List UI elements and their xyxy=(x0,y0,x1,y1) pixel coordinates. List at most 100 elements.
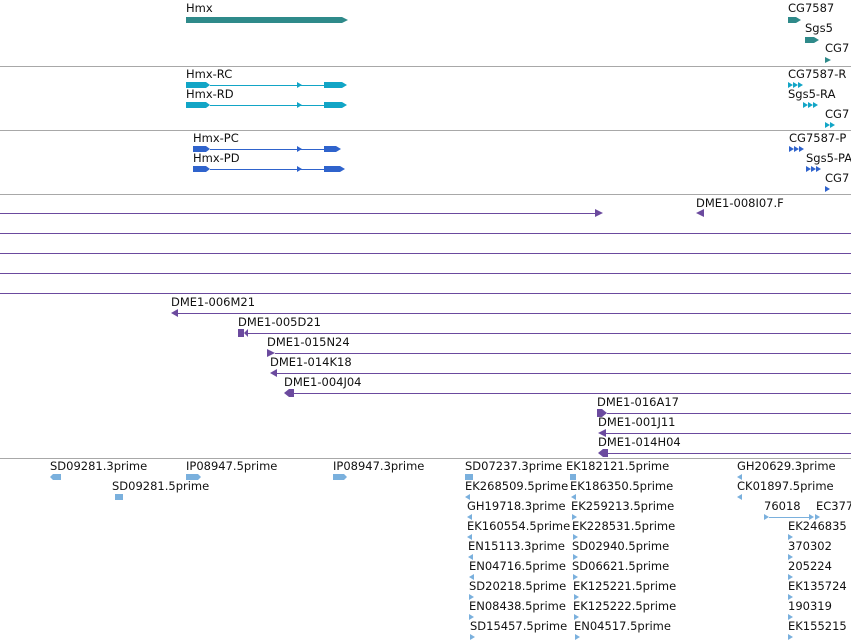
bac-015N24[interactable]: DME1-015N24 xyxy=(0,335,851,357)
clone-line[interactable] xyxy=(0,233,851,234)
strand-arrow-icon xyxy=(573,534,578,540)
bac-004J04[interactable]: DME1-004J04 xyxy=(0,375,851,397)
bac-006M21[interactable]: DME1-006M21 xyxy=(0,295,851,317)
est-feature[interactable]: EK186350.5prime xyxy=(0,479,851,500)
est-feature[interactable]: EK155215 xyxy=(0,619,851,640)
est-feature[interactable]: EN15113.3prime xyxy=(0,539,851,560)
est-feature[interactable]: IP08947.5prime xyxy=(0,459,851,480)
est-feature[interactable]: EN04716.5prime xyxy=(0,559,851,580)
est-feature[interactable]: EK246835 xyxy=(0,519,851,540)
protein-cg7587-p[interactable]: CG7587-P xyxy=(0,131,851,152)
strand-arrow-icon xyxy=(468,554,473,560)
feature-label: SD09281.3prime xyxy=(50,459,148,473)
est-feature[interactable]: EK228531.5prime xyxy=(0,519,851,540)
strand-arrow-icon xyxy=(573,574,578,580)
est-feature[interactable]: IP08947.3prime xyxy=(0,459,851,480)
clone-line[interactable] xyxy=(0,293,851,294)
strand-arrow-icon xyxy=(808,102,813,108)
bac-008I07[interactable]: DME1-008I07.F xyxy=(0,195,851,217)
strand-arrow-icon xyxy=(595,209,603,217)
protein-hmx-pd[interactable]: Hmx-PD xyxy=(0,151,851,172)
feature-label: GH20629.3prime xyxy=(737,459,836,473)
est-feature[interactable]: GH20629.3prime xyxy=(0,459,851,480)
protein-sgs5-pa[interactable]: Sgs5-PA xyxy=(0,151,851,172)
strand-arrow-icon xyxy=(575,634,580,640)
est-feature[interactable]: SD09281.3prime xyxy=(0,459,851,480)
clone-end xyxy=(289,389,294,397)
feature-label: DME1-005D21 xyxy=(238,315,321,329)
est-feature[interactable]: SD06621.5prime xyxy=(0,559,851,580)
strand-arrow-icon xyxy=(470,634,475,640)
est-feature[interactable]: EK182121.5prime xyxy=(0,459,851,480)
strand-arrow-icon xyxy=(270,369,277,377)
protein-hmx-pc[interactable]: Hmx-PC xyxy=(0,131,851,152)
exon xyxy=(324,166,340,172)
bac-014K18[interactable]: DME1-014K18 xyxy=(0,355,851,377)
strand-arrow-icon xyxy=(469,594,474,600)
est-feature[interactable]: EK125221.5prime xyxy=(0,579,851,600)
est-feature[interactable]: SD07237.3prime xyxy=(0,459,851,480)
est-feature[interactable]: EK135724 xyxy=(0,579,851,600)
bac-016A17[interactable]: DME1-016A17 xyxy=(0,395,851,417)
est-feature[interactable]: EK160554.5prime xyxy=(0,519,851,540)
feature-label: 76018 xyxy=(764,499,801,513)
feature-label: SD09281.5prime xyxy=(112,479,210,493)
est-feature[interactable]: GH19718.3prime xyxy=(0,499,851,520)
strand-arrow-icon xyxy=(788,534,793,540)
strand-arrow-icon xyxy=(571,494,576,500)
feature-label: CG7587 xyxy=(788,1,835,15)
feature-label: DME1-008I07.F xyxy=(696,196,784,210)
strand-arrow-icon xyxy=(825,122,830,128)
strand-arrow-icon xyxy=(788,614,793,620)
est-feature[interactable]: CK01897.5prime xyxy=(0,479,851,500)
strand-arrow-icon xyxy=(794,146,799,152)
est-feature[interactable]: EK125222.5prime xyxy=(0,599,851,620)
transcript-sgs5-ra[interactable]: Sgs5-RA xyxy=(0,87,851,108)
bac-001J11[interactable]: DME1-001J11 xyxy=(0,415,851,437)
est-feature[interactable]: SD20218.5prime xyxy=(0,579,851,600)
strand-arrow-icon xyxy=(297,82,302,88)
transcript-hmx-rc[interactable]: Hmx-RC xyxy=(0,67,851,88)
strand-arrow-icon xyxy=(811,166,816,172)
est-feature[interactable]: SD09281.5prime xyxy=(0,479,851,500)
gene-track: Hmx CG7587 Sgs5 CG7 xyxy=(0,0,851,67)
est-feature[interactable]: EK259213.5prime xyxy=(0,499,851,520)
strand-arrow-icon xyxy=(825,57,831,63)
clone-line[interactable] xyxy=(0,253,851,254)
gene-sgs5[interactable]: Sgs5 xyxy=(0,21,851,43)
strand-arrow-icon xyxy=(244,329,248,337)
est-feature[interactable]: EK268509.5prime xyxy=(0,479,851,500)
feature-label: EK125221.5prime xyxy=(573,579,677,593)
feature-label: IP08947.3prime xyxy=(333,459,425,473)
gene-cg7-cut[interactable]: CG7 xyxy=(0,42,851,63)
feature-label: Sgs5 xyxy=(805,21,833,35)
clone-line[interactable] xyxy=(0,273,851,274)
est-feature[interactable]: 205224 xyxy=(0,559,851,580)
bac-line-1[interactable] xyxy=(0,195,851,217)
est-feature[interactable]: SD02940.5prime xyxy=(0,539,851,560)
feature-label: DME1-015N24 xyxy=(267,335,350,349)
gene-cg7587[interactable]: CG7587 xyxy=(0,1,851,23)
est-feature[interactable]: 76018 xyxy=(0,499,851,520)
est-feature[interactable]: EC377 xyxy=(0,499,851,519)
est-feature[interactable]: EN08438.5prime xyxy=(0,599,851,620)
strand-arrow-icon xyxy=(465,494,470,500)
feature-label: 205224 xyxy=(788,559,832,573)
strand-arrow-icon xyxy=(206,102,210,108)
est-feature[interactable]: EN04517.5prime xyxy=(0,619,851,640)
feature-label: 190319 xyxy=(788,599,832,613)
gene-hmx[interactable]: Hmx xyxy=(0,2,851,23)
strand-arrow-icon xyxy=(50,474,53,480)
transcript-hmx-rd[interactable]: Hmx-RD xyxy=(0,87,851,108)
transcript-cg7-cut[interactable]: CG7 xyxy=(0,107,851,128)
protein-cg7-cut[interactable]: CG7 xyxy=(0,171,851,192)
est-feature[interactable]: 190319 xyxy=(0,599,851,620)
bac-014H04[interactable]: DME1-014H04 xyxy=(0,435,851,457)
est-feature[interactable]: SD15457.5prime xyxy=(0,619,851,640)
feature-label: DME1-004J04 xyxy=(284,375,362,389)
exon xyxy=(186,82,206,88)
transcript-cg7587-r[interactable]: CG7587-R xyxy=(0,67,851,88)
est-feature[interactable]: 370302 xyxy=(0,539,851,560)
intron-line xyxy=(210,85,324,86)
bac-005D21[interactable]: DME1-005D21 xyxy=(0,315,851,337)
